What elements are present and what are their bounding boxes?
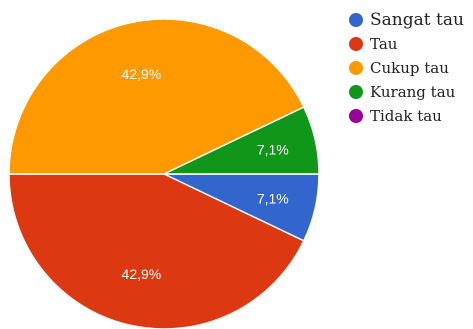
pie-slice-cukup-tau[interactable] [8, 18, 305, 175]
legend-item-cukup-tau[interactable]: Cukup tau [349, 56, 464, 80]
slice-value-label: 7,1% [257, 191, 289, 207]
legend-marker [349, 85, 363, 99]
pie-slice-tau[interactable] [8, 173, 305, 329]
legend-item-tidak-tau[interactable]: Tidak tau [349, 104, 464, 128]
legend-label: Cukup tau [370, 59, 449, 77]
pie-slice-labels: 7,1% 42,9% 42,9% 7,1% [122, 66, 289, 282]
legend-marker [349, 13, 363, 27]
slice-value-label: 42,9% [122, 266, 162, 282]
legend: Sangat tau Tau Cukup tau Kurang tau Tida… [349, 8, 464, 128]
legend-item-sangat-tau[interactable]: Sangat tau [349, 8, 464, 32]
legend-label: Tau [370, 35, 398, 53]
legend-marker [349, 109, 363, 123]
slice-value-label: 42,9% [122, 66, 162, 82]
legend-item-kurang-tau[interactable]: Kurang tau [349, 80, 464, 104]
legend-label: Tidak tau [370, 107, 442, 125]
legend-item-tau[interactable]: Tau [349, 32, 464, 56]
legend-marker [349, 61, 363, 75]
legend-label: Kurang tau [370, 83, 456, 101]
pie-slice-kurang-tau[interactable] [163, 106, 320, 175]
slice-value-label: 7,1% [257, 141, 289, 157]
legend-label: Sangat tau [370, 10, 464, 30]
pie-slices [8, 18, 320, 329]
legend-marker [349, 37, 363, 51]
